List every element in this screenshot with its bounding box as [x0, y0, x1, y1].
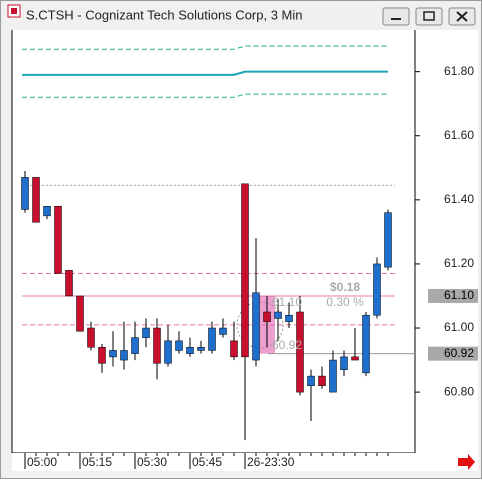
- candle-body: [252, 292, 260, 361]
- x-tick-label: 05:15: [82, 455, 112, 469]
- candle-body: [65, 270, 73, 297]
- candle-body: [175, 340, 183, 351]
- candle-body: [87, 327, 95, 348]
- measure-label: 61.10: [272, 295, 302, 309]
- x-tick-label: 05:30: [137, 455, 167, 469]
- y-tick-label: 61.00: [444, 320, 474, 334]
- overlay-line: [22, 70, 388, 76]
- candle-body: [76, 295, 84, 332]
- y-tick-label: 61.20: [444, 256, 474, 270]
- window-buttons: [382, 7, 476, 26]
- candle-body: [120, 350, 128, 361]
- window-title: S.CTSH - Cognizant Tech Solutions Corp, …: [26, 7, 303, 22]
- candle-body: [362, 314, 370, 374]
- close-icon: [456, 11, 468, 22]
- candle-body: [384, 212, 392, 268]
- candle-body: [351, 356, 359, 361]
- candle-body: [307, 375, 315, 386]
- candle-body: [43, 206, 51, 217]
- y-tick-label: 61.40: [444, 192, 474, 206]
- measure-label: 0.30 %: [326, 295, 364, 309]
- overlay-line: [22, 45, 388, 50]
- plot: 60.80 61.00 61.20 61.40 61.60 61.80 05:00 05:15…: [21, 45, 478, 469]
- candle-body: [208, 327, 216, 351]
- candle-body: [296, 311, 304, 393]
- y-tick-label: 61.60: [444, 128, 474, 142]
- candle-body: [54, 206, 62, 274]
- overlay-line: [22, 93, 388, 98]
- candle-body: [241, 183, 249, 358]
- measure-circle: [236, 301, 284, 349]
- price-marker-label: 61.10: [444, 288, 474, 302]
- x-tick-label: 26-23:30: [247, 455, 295, 469]
- x-tick-label: 05:45: [192, 455, 222, 469]
- candle-body: [373, 263, 381, 316]
- candle-body: [263, 311, 271, 322]
- candle-body: [164, 340, 172, 364]
- candle-body: [32, 177, 40, 223]
- y-tick-label: 61.80: [444, 64, 474, 78]
- candle-body: [131, 337, 139, 354]
- candle-body: [230, 340, 238, 358]
- scroll-arrow[interactable]: [458, 454, 475, 470]
- minimize-button[interactable]: [382, 7, 410, 26]
- candle-body: [142, 327, 150, 338]
- candle-body: [285, 314, 293, 322]
- candle-body: [274, 311, 282, 319]
- candle-body: [153, 327, 161, 364]
- restore-icon: [423, 11, 435, 21]
- restore-button[interactable]: [415, 7, 443, 26]
- measure-label: 60.92: [272, 338, 302, 352]
- candle-body: [98, 347, 106, 364]
- candle-body: [219, 327, 227, 335]
- candle-body: [109, 350, 117, 358]
- app-icon-mark: [11, 8, 17, 14]
- candle-body: [186, 347, 194, 354]
- candle-body: [340, 356, 348, 370]
- price-marker: [428, 288, 478, 303]
- candle-body: [197, 347, 205, 351]
- y-tick-label: 60.80: [444, 384, 474, 398]
- measure-highlight: [257, 295, 275, 354]
- candle-body: [329, 359, 337, 393]
- price-marker: [428, 346, 478, 361]
- x-tick-label: 05:00: [27, 455, 57, 469]
- measure-label: $0.18: [330, 280, 360, 294]
- candle-body: [21, 177, 29, 210]
- price-marker-label: 60.92: [444, 346, 474, 360]
- candle-body: [318, 375, 326, 386]
